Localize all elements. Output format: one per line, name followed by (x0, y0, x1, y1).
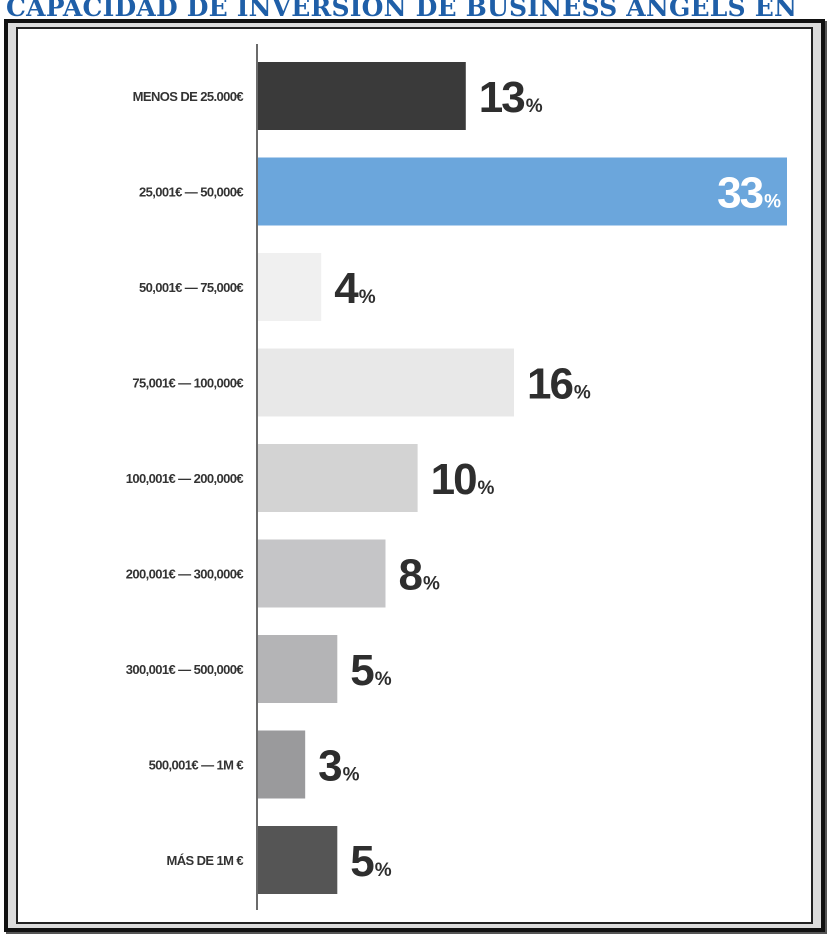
category-label: 300,001€ — 500,000€ (126, 662, 244, 677)
bar (257, 826, 338, 894)
category-label: 50,001€ — 75,000€ (139, 280, 243, 295)
value-label: 4% (334, 264, 375, 313)
category-label: MÁS DE 1M € (167, 853, 244, 868)
category-label: 500,001€ — 1M € (149, 758, 244, 773)
value-label: 3% (318, 742, 359, 791)
bar (257, 157, 787, 226)
category-label: MENOS DE 25.000€ (133, 89, 244, 104)
category-label: 75,001€ — 100,000€ (132, 376, 243, 391)
bar (257, 730, 306, 799)
bar (257, 635, 338, 703)
frame-gap (8, 23, 821, 27)
outer-frame (4, 19, 825, 932)
category-label: 100,001€ — 200,000€ (126, 471, 244, 486)
frame-gap (8, 23, 16, 928)
value-label: 13% (479, 73, 543, 122)
value-label: 5% (350, 837, 391, 886)
bar (257, 348, 514, 417)
value-label: 10% (431, 455, 495, 504)
bar (257, 444, 418, 512)
category-label: 25,001€ — 50,000€ (139, 185, 243, 200)
frame-gap (813, 23, 821, 928)
bar (257, 539, 386, 608)
value-label: 16% (527, 360, 591, 409)
value-label: 33% (717, 169, 781, 218)
category-label: 200,001€ — 300,000€ (126, 567, 244, 582)
value-label: 5% (350, 646, 391, 695)
bar (257, 62, 466, 130)
bar (257, 253, 322, 321)
frame-gap (8, 924, 821, 928)
value-label: 8% (398, 551, 439, 600)
chart-title: CAPACIDAD DE INVERSIÓN DE BUSINESS ANGEL… (6, 0, 798, 22)
